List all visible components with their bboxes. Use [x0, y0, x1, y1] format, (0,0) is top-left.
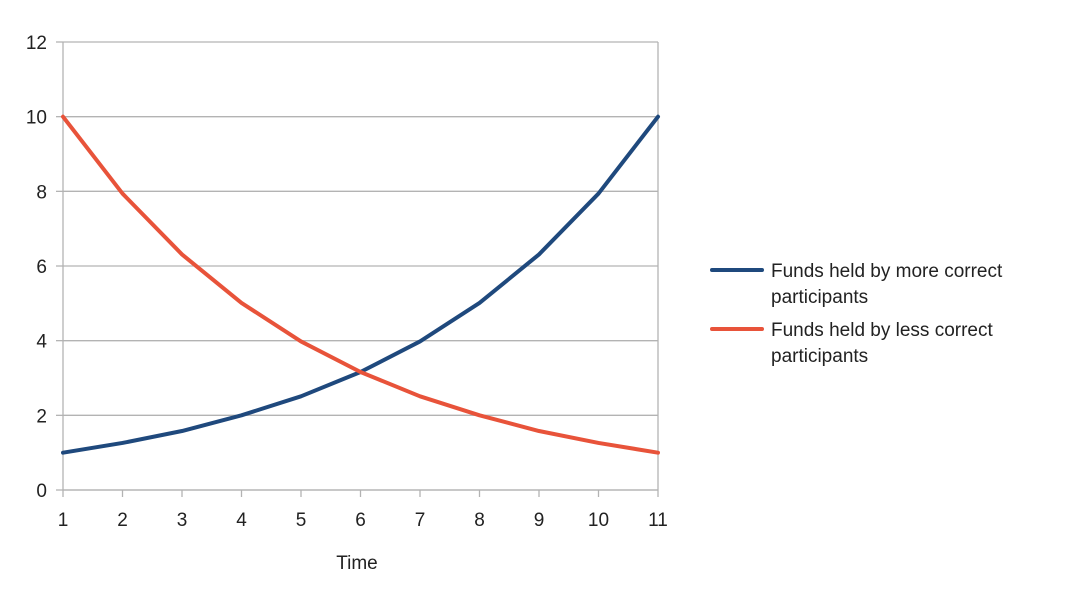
- legend-label-line: participants: [771, 346, 868, 367]
- x-tick-label: 8: [474, 510, 485, 531]
- y-tick-label: 2: [36, 406, 47, 427]
- x-axis-title: Time: [336, 553, 378, 574]
- x-tick-label: 7: [415, 510, 426, 531]
- x-tick-label: 11: [648, 510, 668, 531]
- x-tick-label: 4: [236, 510, 247, 531]
- y-tick-label: 8: [36, 182, 47, 203]
- series-line-2: [61, 114, 660, 455]
- x-tick-label: 1: [58, 510, 69, 531]
- legend: Funds held by more correct participantsFu…: [710, 261, 1003, 367]
- x-tick-label: 9: [534, 510, 545, 531]
- series-lines: [61, 114, 660, 455]
- y-tick-label: 4: [36, 332, 47, 353]
- legend-label-2: Funds held by less correct participants: [771, 320, 993, 367]
- series-line-1: [61, 114, 660, 455]
- x-tick-label: 6: [355, 510, 366, 531]
- x-tick-label: 5: [296, 510, 307, 531]
- x-tick-label: 3: [177, 510, 188, 531]
- y-tick-label: 6: [36, 257, 47, 278]
- y-tick-label: 10: [26, 108, 47, 129]
- axes: [56, 41, 659, 497]
- legend-label-1: Funds held by more correct participants: [771, 261, 1003, 308]
- legend-label-line: Funds held by less correct: [771, 320, 993, 341]
- gridlines: [63, 41, 658, 491]
- legend-label-line: Funds held by more correct: [771, 261, 1003, 282]
- x-tick-label: 2: [117, 510, 128, 531]
- y-tick-label: 12: [26, 33, 47, 54]
- legend-label-line: participants: [771, 287, 868, 308]
- y-tick-label: 0: [36, 481, 47, 502]
- x-tick-label: 10: [588, 510, 609, 531]
